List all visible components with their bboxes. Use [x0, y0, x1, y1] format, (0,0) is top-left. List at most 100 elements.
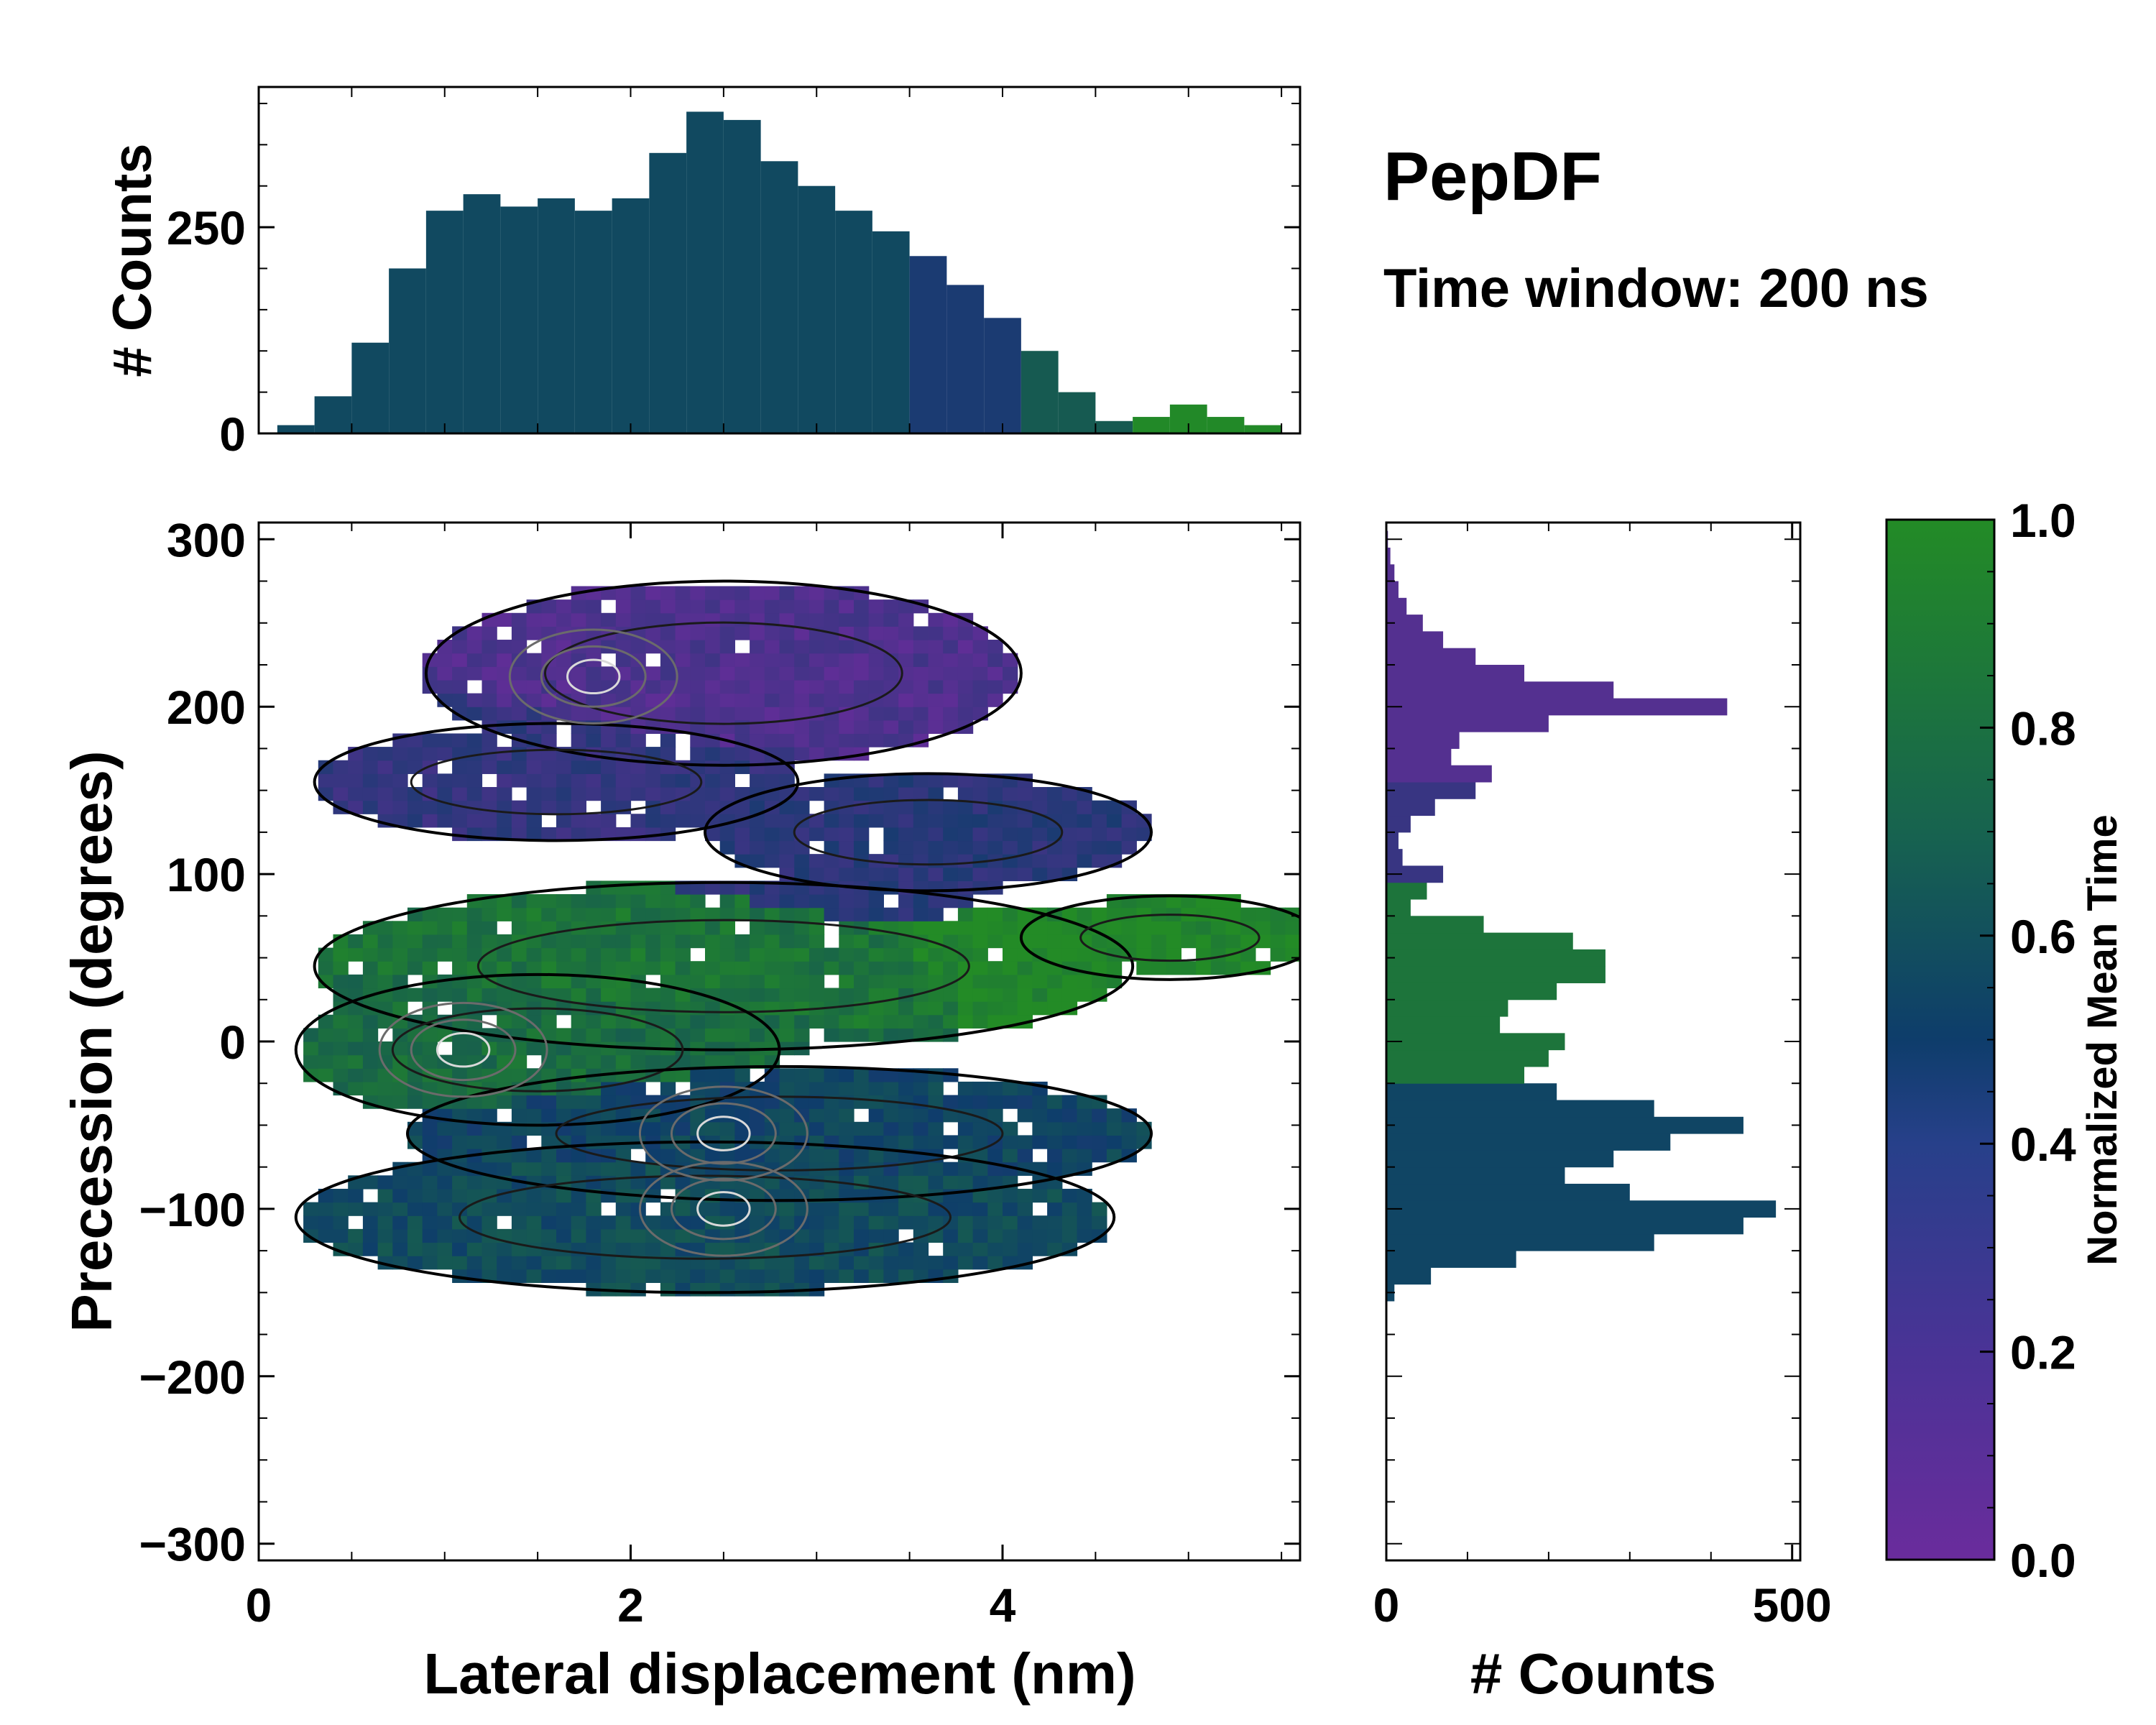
heatmap-cell — [615, 586, 632, 600]
heatmap-cell — [1061, 1162, 1078, 1176]
heatmap-cell — [333, 961, 349, 975]
heatmap-cell — [556, 773, 572, 788]
heatmap-cell — [839, 1068, 854, 1082]
heatmap-cell — [556, 1028, 572, 1042]
heatmap-cell — [675, 974, 691, 989]
heatmap-cell — [1061, 974, 1078, 989]
heatmap-cell — [377, 1188, 393, 1203]
heatmap-cell — [690, 1028, 706, 1042]
heatmap-cell — [839, 1001, 854, 1016]
heatmap-cell — [719, 1081, 735, 1096]
heatmap-cell — [719, 653, 735, 667]
heatmap-cell — [898, 800, 914, 814]
heatmap-cell — [957, 921, 974, 935]
heatmap-cell — [1017, 1001, 1033, 1016]
heatmap-cell — [407, 1095, 423, 1109]
heatmap-cell — [511, 1068, 528, 1082]
heatmap-cell — [1136, 961, 1152, 975]
heatmap-cell — [541, 934, 557, 949]
heatmap-cell — [1077, 1135, 1092, 1149]
heatmap-cell — [511, 773, 528, 788]
heatmap-cell — [883, 814, 899, 828]
heatmap-cell — [883, 867, 899, 882]
right-histogram-bar — [1386, 799, 1435, 816]
heatmap-cell — [779, 693, 795, 707]
heatmap-cell — [1032, 921, 1048, 935]
heatmap-cell — [586, 947, 602, 962]
heatmap-cell — [913, 1175, 929, 1190]
heatmap-cell — [764, 1081, 780, 1096]
heatmap-cell — [362, 773, 379, 788]
heatmap-cell — [854, 1256, 870, 1270]
heatmap-cell — [957, 1001, 974, 1016]
heatmap-cell — [779, 1256, 795, 1270]
heatmap-cell — [1166, 961, 1181, 975]
heatmap-cell — [601, 1108, 617, 1123]
heatmap-cell — [422, 921, 438, 935]
right-histogram-bar — [1386, 966, 1606, 983]
right-histogram-bars — [1386, 530, 1777, 1302]
heatmap-cell — [898, 961, 914, 975]
heatmap-cell — [883, 1269, 899, 1283]
heatmap-cell — [303, 1202, 319, 1216]
heatmap-cell — [452, 1001, 468, 1016]
heatmap-cell — [526, 1215, 542, 1230]
heatmap-cell — [808, 947, 825, 962]
heatmap-cell — [690, 786, 706, 801]
heatmap-cell — [987, 1228, 1003, 1243]
heatmap-cell — [601, 961, 617, 975]
heatmap-cell — [615, 988, 632, 1002]
heatmap-cell — [898, 707, 914, 721]
heatmap-cell — [362, 1081, 379, 1096]
heatmap-cell — [497, 1095, 512, 1109]
heatmap-cell — [898, 1269, 914, 1283]
heatmap-cell — [541, 800, 557, 814]
heatmap-cell — [868, 1175, 884, 1190]
heatmap-cell — [779, 840, 795, 855]
heatmap-cell — [571, 961, 586, 975]
heatmap-cell — [883, 679, 899, 694]
heatmap-cell — [824, 1028, 839, 1042]
heatmap-cell — [719, 1202, 735, 1216]
heatmap-cell — [883, 961, 899, 975]
heatmap-cell — [719, 1054, 735, 1069]
colorbar-gradient — [1886, 520, 1994, 1560]
heatmap-cell — [645, 786, 661, 801]
heatmap-cell — [437, 679, 453, 694]
heatmap-cell — [660, 773, 676, 788]
heatmap-cell — [601, 1028, 617, 1042]
heatmap-cell — [764, 854, 780, 868]
heatmap-cell — [1003, 921, 1018, 935]
heatmap-cell — [779, 1149, 795, 1163]
heatmap-cell — [719, 707, 735, 721]
colorbar-tick-label: 0.0 — [2010, 1534, 2076, 1587]
heatmap-cell — [1047, 1162, 1063, 1176]
heatmap-cell — [854, 1188, 870, 1203]
heatmap-cell — [734, 1215, 750, 1230]
heatmap-cell — [764, 586, 780, 600]
heatmap-cell — [675, 640, 691, 654]
heatmap-cell — [719, 947, 735, 962]
heatmap-cell — [824, 1269, 839, 1283]
heatmap-cell — [854, 719, 870, 735]
heatmap-cell — [808, 1081, 825, 1096]
heatmap-cell — [497, 773, 512, 788]
heatmap-cell — [497, 640, 512, 654]
heatmap-cell — [854, 961, 870, 975]
heatmap-cell — [660, 733, 676, 748]
heatmap-cell — [719, 827, 735, 842]
colorbar-ticks: 0.00.20.40.60.81.0 — [1980, 494, 2076, 1587]
heatmap-cell — [630, 1081, 646, 1096]
heatmap-cell — [1061, 947, 1078, 962]
heatmap-cell — [318, 760, 334, 774]
heatmap-cell — [660, 1202, 676, 1216]
heatmap-cell — [571, 1095, 586, 1109]
right-histogram-bar — [1386, 882, 1427, 900]
heatmap-cell — [957, 934, 974, 949]
heatmap-cell — [466, 693, 483, 707]
heatmap-cell — [705, 800, 721, 814]
heatmap-cell — [571, 827, 586, 842]
heatmap-cell — [898, 1175, 914, 1190]
heatmap-cell — [868, 974, 884, 989]
heatmap-cell — [972, 1095, 988, 1109]
